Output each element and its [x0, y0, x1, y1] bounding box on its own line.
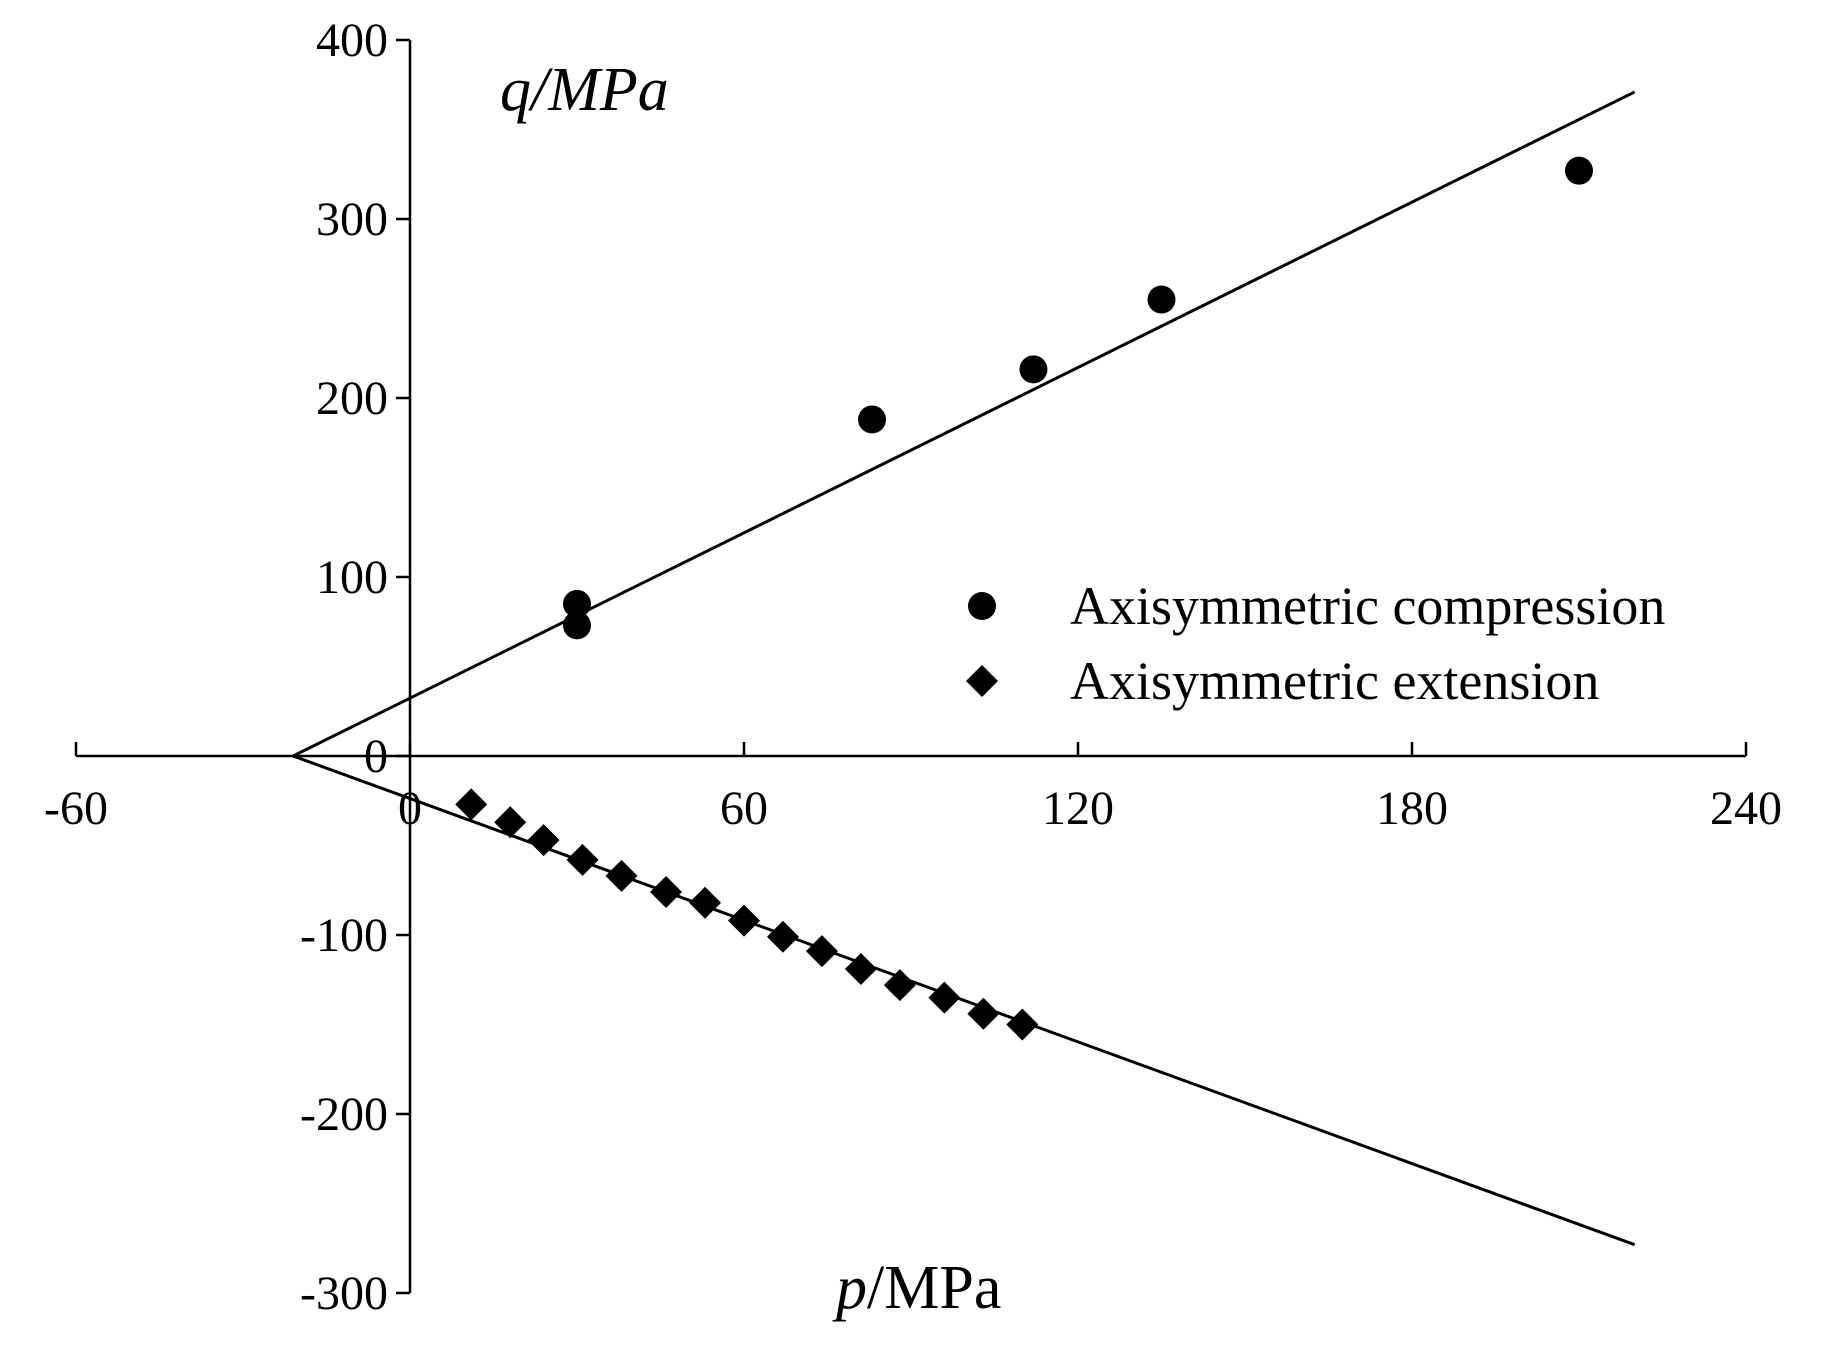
x-tick-label: 120 — [1042, 782, 1114, 835]
fit-lines — [292, 90, 1636, 1247]
x-tick-label: 240 — [1710, 782, 1782, 835]
x-tick-label: 60 — [720, 782, 768, 835]
x-axis-title-italic: p — [832, 1254, 867, 1322]
axes — [74, 38, 1748, 1295]
extension-point — [455, 788, 488, 821]
compression-point — [1565, 156, 1593, 185]
extension-point — [967, 997, 1000, 1030]
legend-marker-compression — [968, 592, 996, 620]
y-tick-label: 200 — [316, 372, 388, 425]
legend: Axisymmetric compression Axisymmetric ext… — [966, 576, 1665, 711]
extension-point — [883, 969, 916, 1002]
legend-label: Axisymmetric extension — [1070, 651, 1599, 711]
y-tick-label: 400 — [316, 14, 388, 67]
x-tick-label: -60 — [44, 782, 108, 835]
extension-point — [566, 843, 599, 876]
y-tick-label: -200 — [300, 1088, 388, 1141]
extension-point — [844, 953, 877, 986]
y-axis-title-italic: q/MPa — [500, 56, 669, 124]
y-tick-label: -300 — [300, 1267, 388, 1320]
x-tick-label: 180 — [1376, 782, 1448, 835]
extension-point — [928, 981, 961, 1014]
legend-label: Axisymmetric compression — [1070, 576, 1665, 636]
compression-point — [563, 589, 591, 618]
data-points — [455, 156, 1593, 1041]
y-tick-label: 0 — [364, 730, 388, 783]
extension-point — [766, 920, 799, 953]
extension-point — [1006, 1008, 1039, 1041]
extension-point — [728, 904, 760, 937]
extension-point — [805, 935, 838, 968]
compression-point — [1019, 355, 1048, 384]
fit-line — [292, 754, 1636, 1247]
extension-point — [494, 806, 527, 839]
compression-point — [563, 611, 591, 640]
extension-point — [527, 824, 560, 857]
compression-point — [858, 405, 887, 434]
compression-point — [1147, 285, 1176, 314]
fit-line — [292, 90, 1636, 758]
y-tick-label: 100 — [316, 551, 388, 604]
y-tick-label: -100 — [300, 909, 388, 962]
legend-marker-extension — [966, 665, 998, 697]
x-axis-title: p/MPa — [832, 1254, 1001, 1322]
y-tick-label: 300 — [316, 193, 388, 246]
x-axis-title-plain: /MPa — [867, 1254, 1001, 1322]
extension-point — [605, 859, 638, 892]
tick-labels: -60 0 60 120 180 240 -300 -200 -100 0 100 200 300 400 — [44, 14, 1782, 1320]
extension-point — [650, 876, 683, 909]
y-axis-title: q/MPa — [500, 56, 669, 124]
x-tick-label: 0 — [398, 782, 422, 835]
extension-point — [689, 886, 722, 919]
